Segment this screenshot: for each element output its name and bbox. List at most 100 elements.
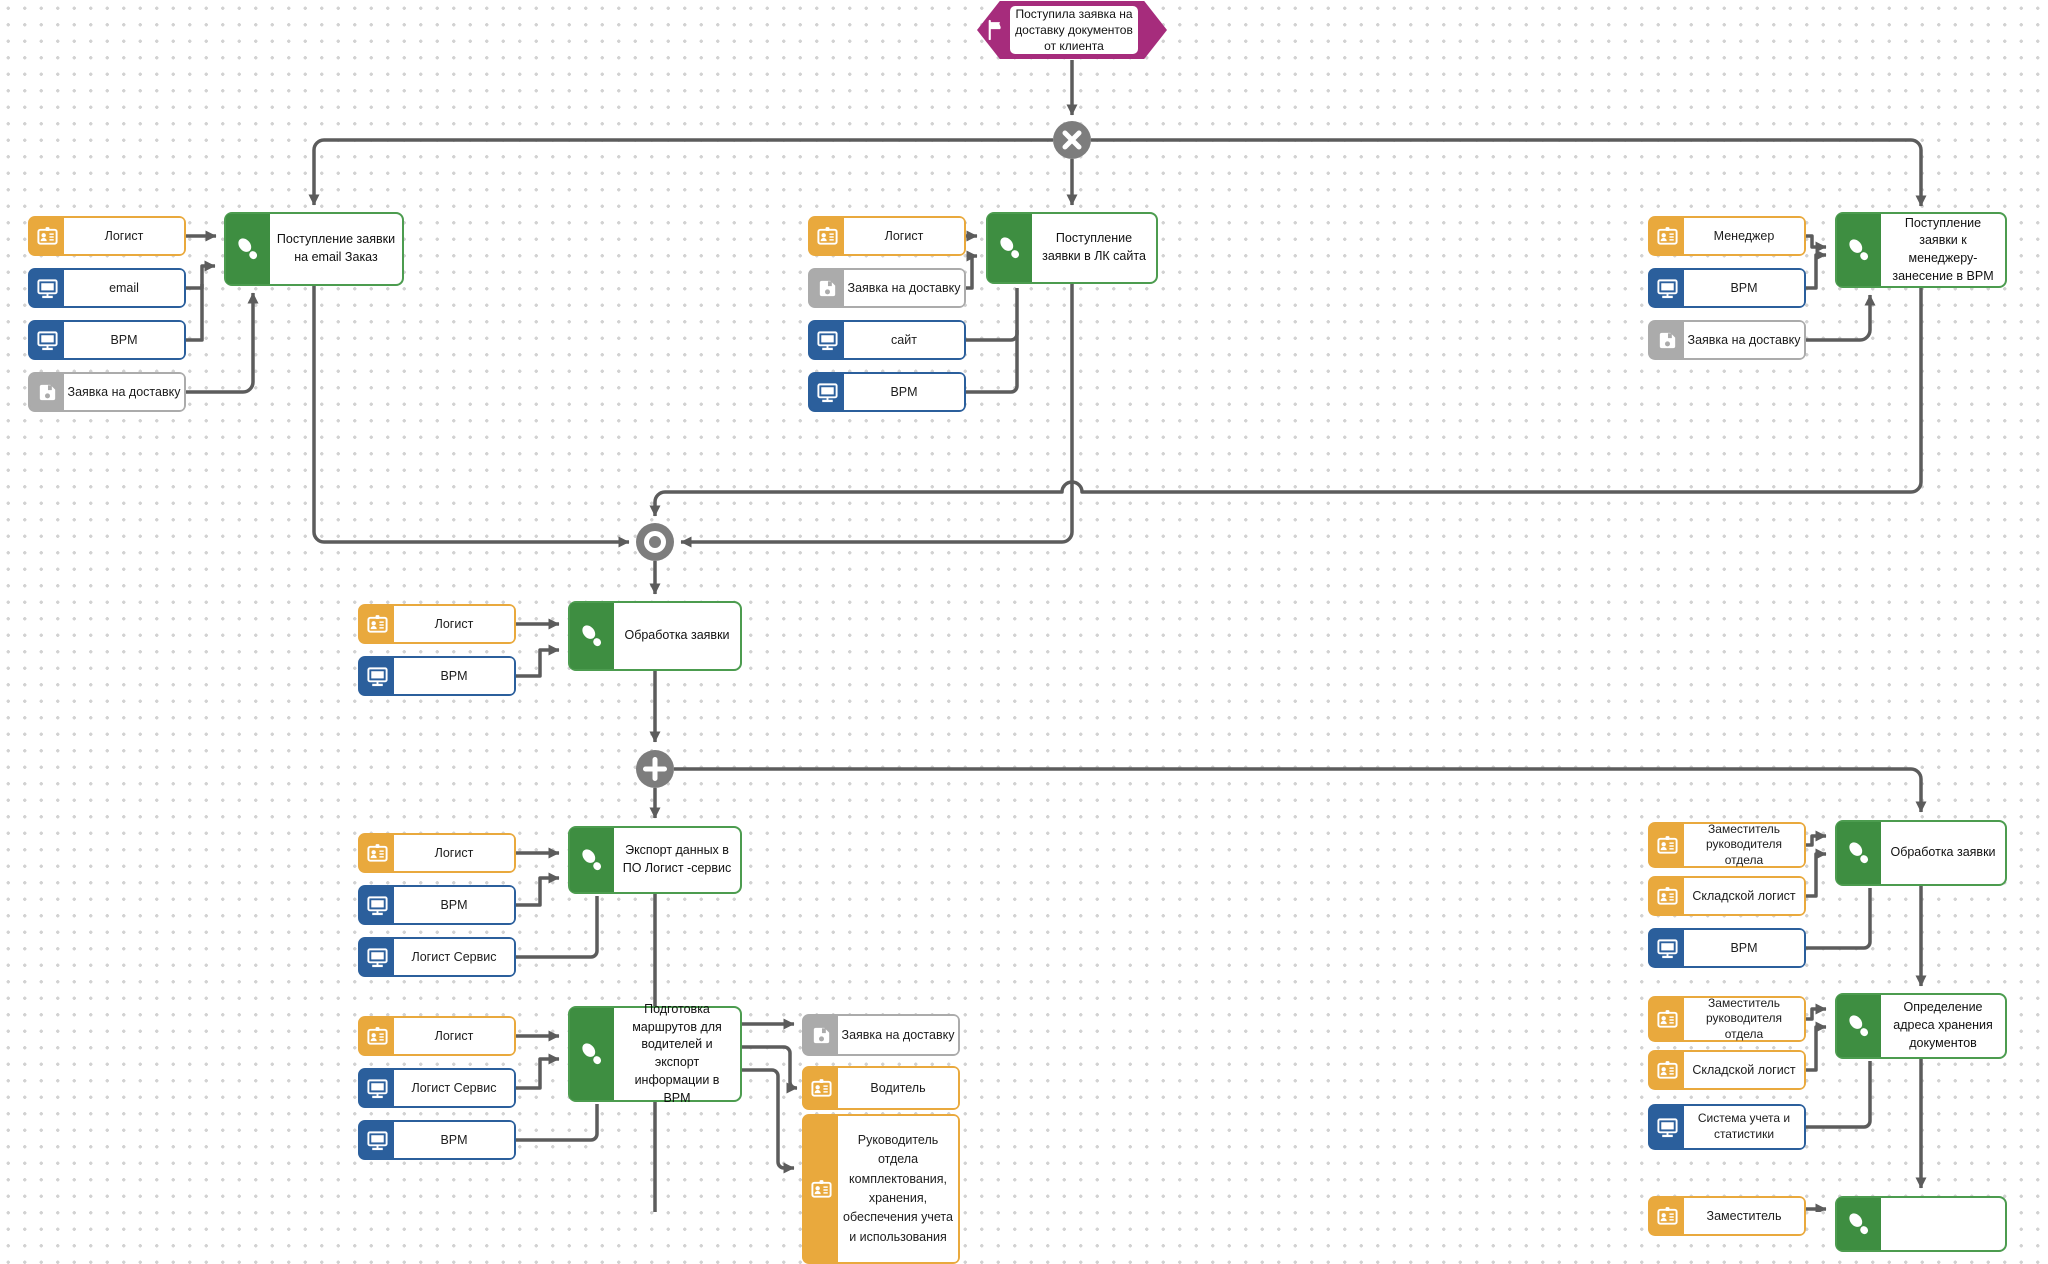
card-label: BPM [1684, 270, 1804, 306]
role-card[interactable]: Логист [358, 604, 516, 644]
task-next-partial[interactable] [1835, 1196, 2007, 1252]
id-badge-icon [1650, 218, 1684, 254]
monitor-icon [1650, 930, 1684, 966]
system-card[interactable]: BPM [808, 372, 966, 412]
card-label: BPM [394, 658, 514, 694]
role-card[interactable]: Складской логист [1648, 876, 1806, 916]
footprint-icon [570, 603, 614, 669]
monitor-icon [360, 1122, 394, 1158]
card-label: Логист [844, 218, 964, 254]
card-label: BPM [394, 887, 514, 923]
connector-layer [186, 60, 1927, 1212]
task-routes[interactable]: Подготовка маршрутов для водителей и экс… [568, 1002, 742, 1105]
task-manager-intake[interactable]: Поступление заявки к менеджеру-занесение… [1835, 212, 2007, 288]
document-card[interactable]: Заявка на доставку [802, 1014, 960, 1056]
card-label: Заместитель [1684, 1198, 1804, 1234]
footprint-icon [988, 214, 1032, 282]
floppy-icon [1650, 322, 1684, 358]
role-card[interactable]: Логист [28, 216, 186, 256]
footprint-icon [1837, 1198, 1881, 1250]
card-label: Заявка на доставку [1684, 322, 1804, 358]
id-badge-icon [30, 218, 64, 254]
system-card[interactable]: BPM [1648, 268, 1806, 308]
document-card[interactable]: Заявка на доставку [808, 268, 966, 308]
role-card[interactable]: Складской логист [1648, 1050, 1806, 1090]
role-card[interactable]: Логист [808, 216, 966, 256]
monitor-icon [810, 322, 844, 358]
floppy-icon [804, 1016, 838, 1054]
card-label: Логист [394, 835, 514, 871]
task-storage-address[interactable]: Определение адреса хранения документов [1835, 993, 2007, 1059]
card-label: сайт [844, 322, 964, 358]
system-card[interactable]: BPM [358, 656, 516, 696]
footprint-icon [1837, 995, 1881, 1057]
task-site-intake[interactable]: Поступление заявки в ЛК сайта [986, 212, 1158, 284]
id-badge-icon [360, 1018, 394, 1054]
role-card[interactable]: Заместитель руководителя отдела [1648, 822, 1806, 868]
card-label: Логист Сервис [394, 939, 514, 975]
id-badge-icon [360, 606, 394, 642]
card-label: Складской логист [1684, 1052, 1804, 1088]
role-card[interactable]: Руководитель отдела комплектования, хран… [802, 1114, 960, 1264]
task-warehouse-processing[interactable]: Обработка заявки [1835, 820, 2007, 886]
card-label: Заместитель руководителя отдела [1684, 996, 1804, 1041]
role-card[interactable]: Заместитель руководителя отдела [1648, 996, 1806, 1042]
footprint-icon [1837, 214, 1881, 286]
role-card[interactable]: Заместитель [1648, 1196, 1806, 1236]
footprint-icon [226, 214, 270, 284]
system-card[interactable]: BPM [358, 1120, 516, 1160]
card-label: Менеджер [1684, 218, 1804, 254]
system-card[interactable]: Логист Сервис [358, 937, 516, 977]
monitor-icon [360, 939, 394, 975]
card-label: Логист [64, 218, 184, 254]
card-label: BPM [394, 1122, 514, 1158]
role-card[interactable]: Менеджер [1648, 216, 1806, 256]
inclusive-gateway[interactable] [636, 523, 674, 561]
role-card[interactable]: Логист [358, 833, 516, 873]
card-label: Заместитель руководителя отдела [1684, 822, 1804, 867]
card-label: Заявка на доставку [64, 374, 184, 410]
monitor-icon [1650, 1106, 1684, 1148]
card-label: Логист Сервис [394, 1070, 514, 1106]
task-label: Поступление заявки в ЛК сайта [1042, 231, 1146, 263]
task-export[interactable]: Экспорт данных в ПО Логист -сервис [568, 826, 742, 894]
task-label: Поступление заявки на email Заказ [276, 232, 396, 264]
task-email-intake[interactable]: Поступление заявки на email Заказ [224, 212, 404, 286]
monitor-icon [360, 887, 394, 923]
document-card[interactable]: Заявка на доставку [1648, 320, 1806, 360]
start-event[interactable]: Поступила заявка на доставку документов … [977, 1, 1167, 59]
task-processing[interactable]: Обработка заявки [568, 601, 742, 671]
footprint-icon [1837, 822, 1881, 884]
card-label: Водитель [838, 1068, 958, 1108]
card-label: Система учета и статистики [1684, 1106, 1804, 1148]
id-badge-icon [1650, 878, 1684, 914]
system-card[interactable]: BPM [1648, 928, 1806, 968]
task-label [1881, 1198, 2005, 1250]
card-label: BPM [1684, 930, 1804, 966]
system-card[interactable]: Система учета и статистики [1648, 1104, 1806, 1150]
parallel-gateway[interactable] [636, 750, 674, 788]
system-card[interactable]: email [28, 268, 186, 308]
floppy-icon [810, 270, 844, 306]
card-label: Логист [394, 606, 514, 642]
flag-icon [984, 19, 1007, 42]
id-badge-icon [804, 1116, 838, 1262]
system-card[interactable]: BPM [28, 320, 186, 360]
system-card[interactable]: Логист Сервис [358, 1068, 516, 1108]
id-badge-icon [360, 835, 394, 871]
role-card[interactable]: Водитель [802, 1066, 960, 1110]
system-card[interactable]: BPM [358, 885, 516, 925]
card-label: Складской логист [1684, 878, 1804, 914]
card-label: BPM [844, 374, 964, 410]
card-label: email [64, 270, 184, 306]
card-label: Заявка на доставку [844, 270, 964, 306]
document-card[interactable]: Заявка на доставку [28, 372, 186, 412]
exclusive-gateway[interactable] [1053, 121, 1091, 159]
task-label: Экспорт данных в ПО Логист -сервис [622, 843, 732, 875]
role-card[interactable]: Логист [358, 1016, 516, 1056]
card-label: BPM [64, 322, 184, 358]
task-label: Поступление заявки к менеджеру-занесение… [1892, 215, 1994, 283]
system-card[interactable]: сайт [808, 320, 966, 360]
floppy-icon [30, 374, 64, 410]
id-badge-icon [1650, 824, 1684, 866]
